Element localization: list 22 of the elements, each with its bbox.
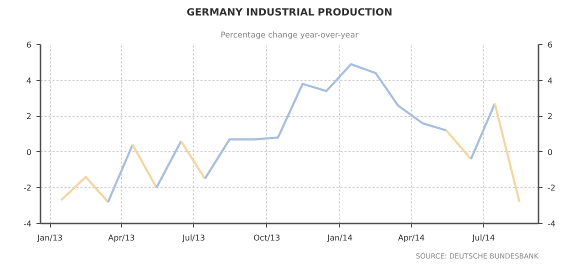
y-tick-label: 6 <box>26 40 32 50</box>
chart-subtitle: Percentage change year-over-year <box>220 30 360 40</box>
x-tick-label: Oct/13 <box>254 234 280 242</box>
y2-tick-label: -2 <box>548 184 556 193</box>
y2-tick-label: -4 <box>548 220 556 228</box>
x-tick-label: Apr/13 <box>108 234 135 242</box>
y-tick-label: 2 <box>26 112 32 122</box>
x-tick-label: Jan/13 <box>36 234 63 242</box>
y2-tick-label: 4 <box>548 76 553 86</box>
y2-tick-label: 2 <box>548 112 553 122</box>
y-tick-label: -4 <box>24 220 32 228</box>
y-tick-label: 0 <box>26 148 32 157</box>
line-series <box>204 63 448 180</box>
y2-tick-label: 6 <box>548 40 553 50</box>
x-tick-label: Jul/13 <box>182 234 206 242</box>
x-tick-label: Jan/14 <box>326 234 353 242</box>
x-tick-label: Jul/14 <box>471 234 495 242</box>
x-tick-label: Apr/14 <box>398 234 425 242</box>
y-tick-label: -2 <box>24 184 32 193</box>
chart-title: GERMANY INDUSTRIAL PRODUCTION <box>186 8 392 18</box>
y-tick-label: 4 <box>26 76 32 86</box>
y2-tick-label: 0 <box>548 148 553 157</box>
